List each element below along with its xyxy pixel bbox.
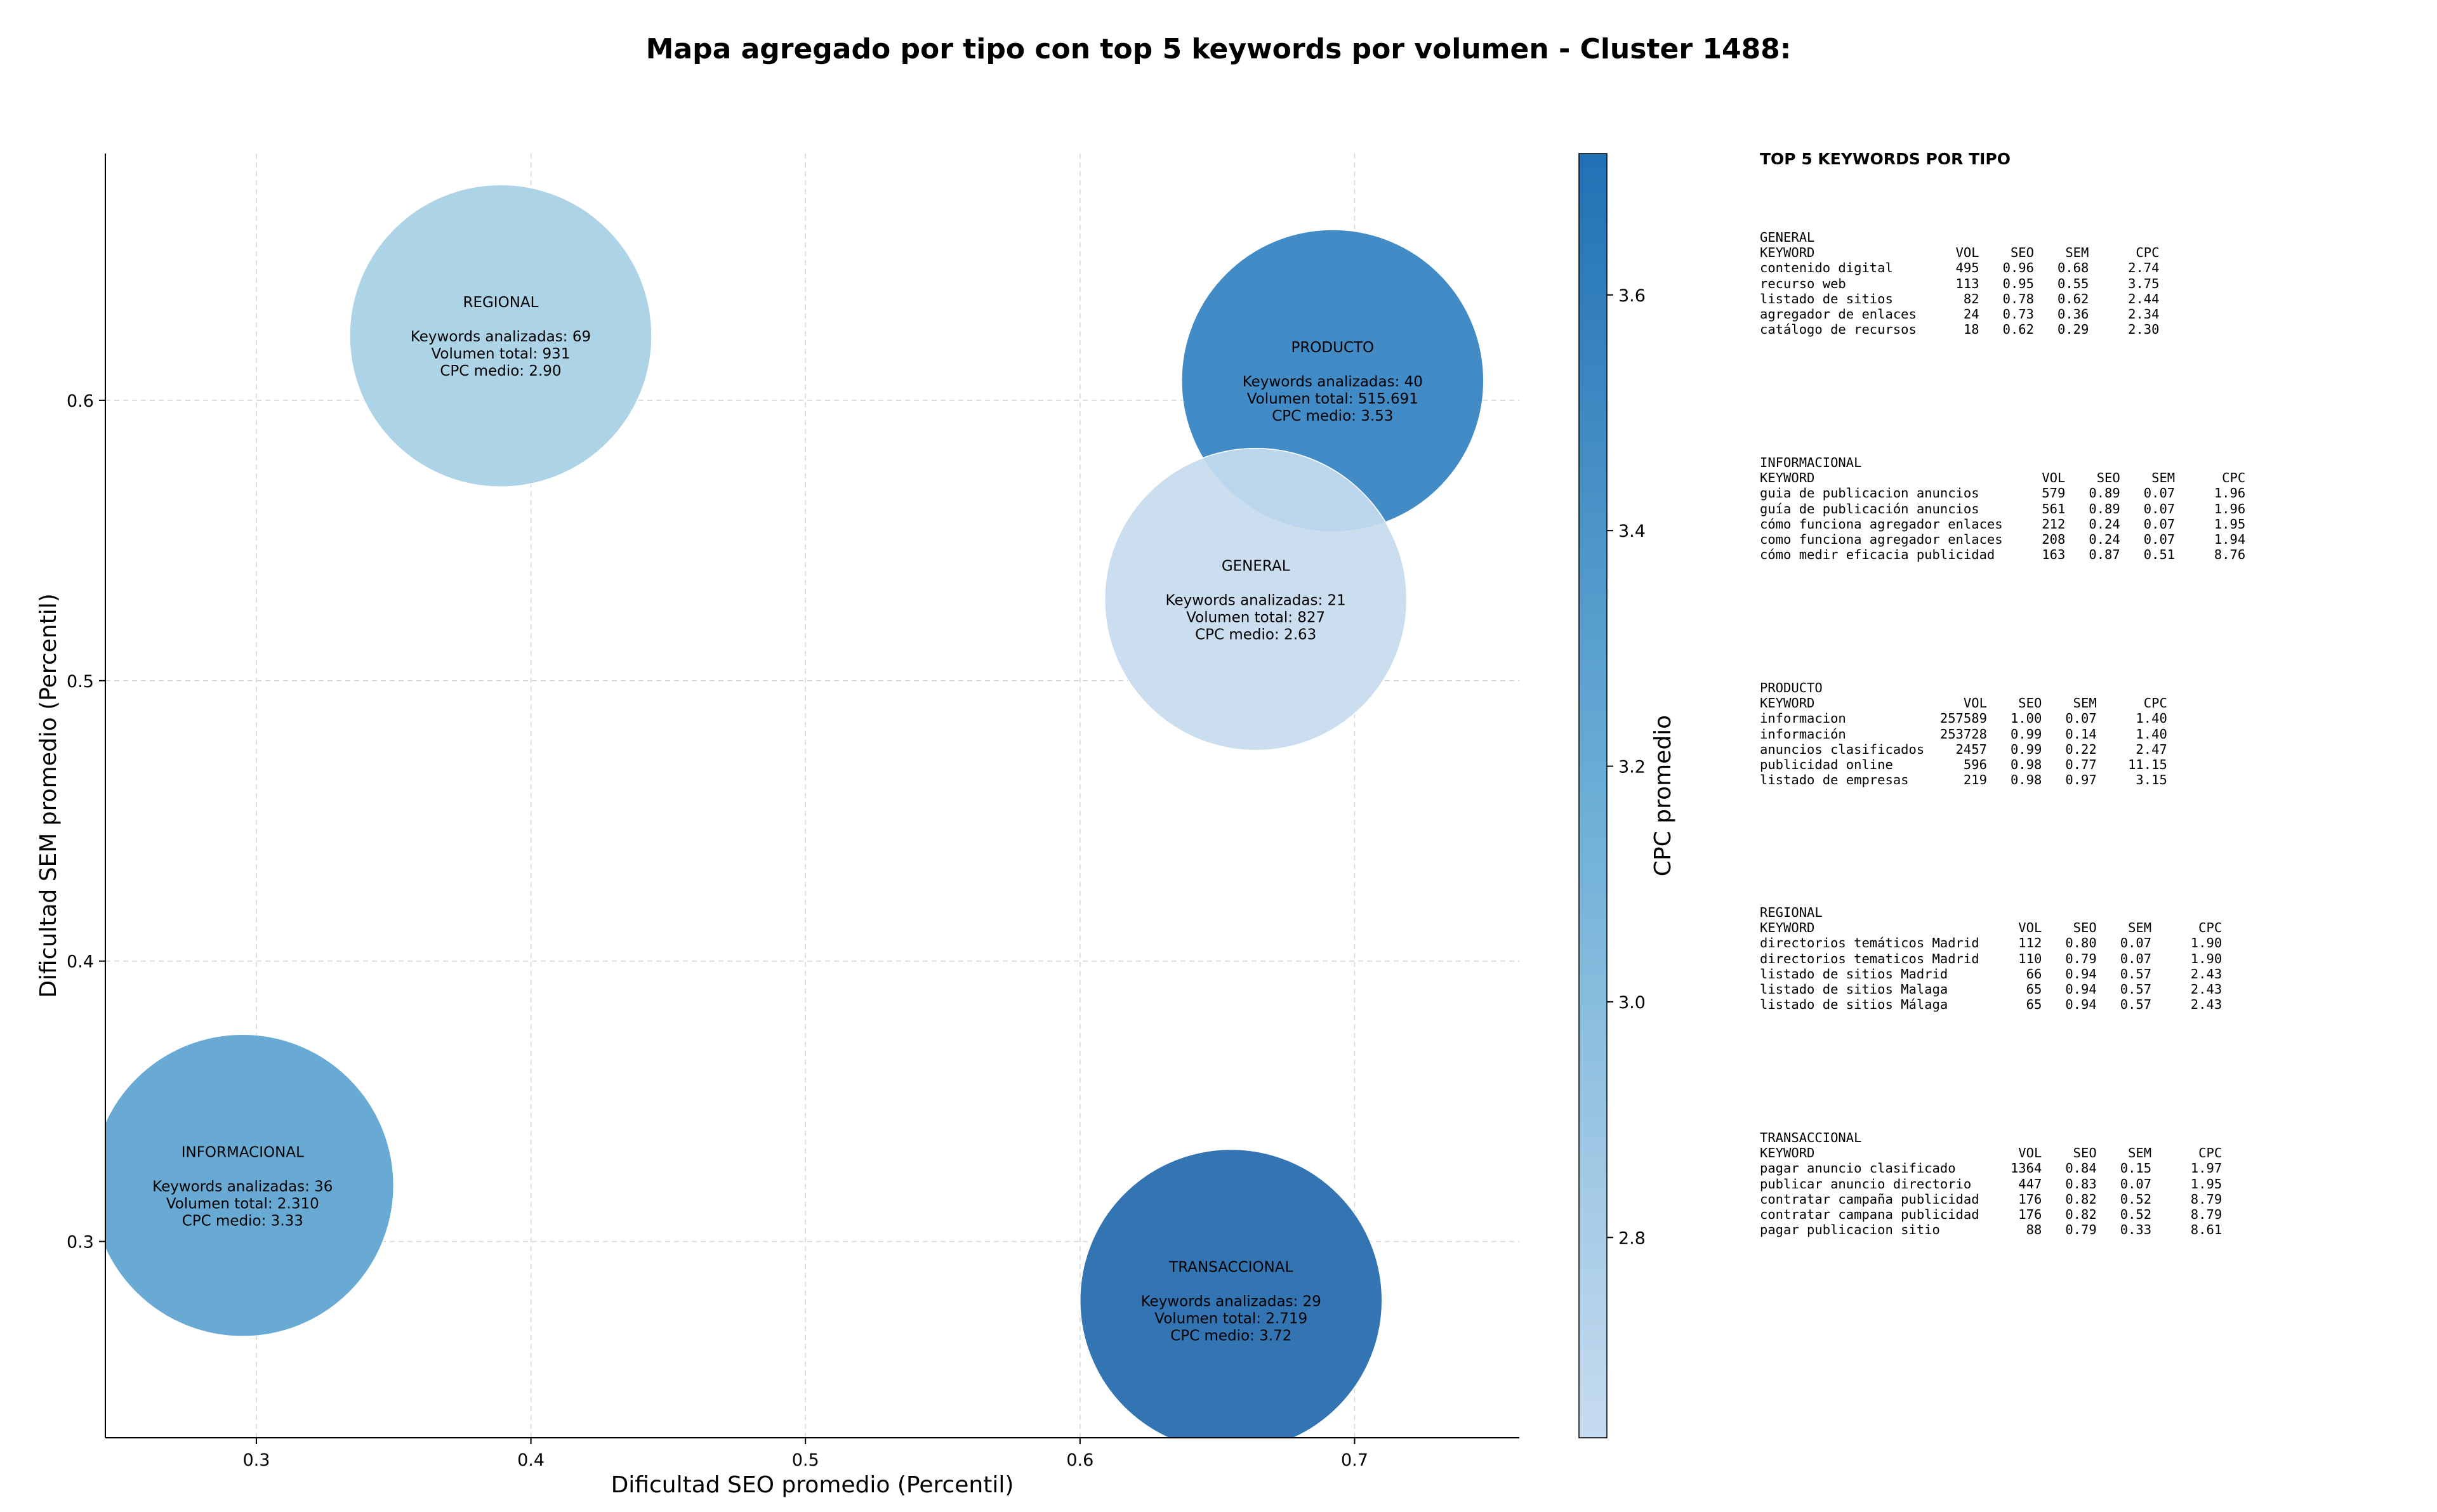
colorbar-tick-label: 3.4 [1618, 522, 1646, 541]
bubble-label-type: TRANSACCIONAL [1168, 1259, 1293, 1275]
bubble-label-stat: CPC medio: 2.90 [440, 363, 561, 379]
keyword-table-row: listado de sitios Málaga 65 0.94 0.57 2.… [1760, 997, 2222, 1013]
keyword-table-row: agregador de enlaces 24 0.73 0.36 2.34 [1760, 306, 2160, 322]
bubble-label-stat: Keywords analizadas: 40 [1243, 374, 1423, 390]
bubble-label-stat: Keywords analizadas: 29 [1141, 1293, 1321, 1310]
keyword-tables-title: TOP 5 KEYWORDS POR TIPO [1760, 150, 2011, 168]
keyword-table-row: directorios tematicos Madrid 110 0.79 0.… [1760, 950, 2222, 966]
keyword-table-group-name: REGIONAL [1760, 905, 1823, 920]
keyword-table-group-name: INFORMACIONAL [1760, 455, 1862, 470]
keyword-table-row: directorios temáticos Madrid 112 0.80 0.… [1760, 935, 2222, 951]
keyword-table-header: KEYWORD VOL SEO SEM CPC [1760, 470, 2246, 486]
keyword-table-regional: REGIONAL KEYWORD VOL SEO SEM CPC directori… [1760, 905, 2222, 1012]
y-tick-label: 0.4 [67, 952, 94, 972]
keyword-table-row: contratar campana publicidad 176 0.82 0.… [1760, 1206, 2222, 1222]
bubble-label-stat: CPC medio: 3.33 [182, 1213, 303, 1229]
keyword-table-transaccional: TRANSACCIONAL KEYWORD VOL SEO SEM CPC paga… [1760, 1130, 2222, 1237]
grid-lines [105, 154, 1519, 1438]
bubble-label-stat: Keywords analizadas: 21 [1166, 593, 1346, 609]
colorbar-tick-label: 3.0 [1618, 993, 1646, 1013]
keyword-table-header: KEYWORD VOL SEO SEM CPC [1760, 920, 2222, 936]
keyword-table-row: informacion 257589 1.00 0.07 1.40 [1760, 711, 2167, 726]
keyword-table-row: cómo funciona agregador enlaces 212 0.24… [1760, 516, 2246, 532]
colorbar: 2.8 3.0 3.2 3.4 3.6 CPC promedio [1578, 153, 1676, 1438]
keyword-table-header: KEYWORD VOL SEO SEM CPC [1760, 1145, 2222, 1161]
x-tick-label: 0.6 [1066, 1450, 1093, 1470]
keyword-table-row: pagar anuncio clasificado 1364 0.84 0.15… [1760, 1160, 2222, 1176]
keyword-table-group-name: PRODUCTO [1760, 680, 1823, 695]
bubble-regional [349, 184, 652, 487]
keyword-table-row: listado de sitios 82 0.78 0.62 2.44 [1760, 291, 2160, 306]
bubble-label-type: GENERAL [1222, 558, 1290, 575]
x-tick-label: 0.7 [1341, 1450, 1368, 1470]
bubble-label-type: PRODUCTO [1291, 339, 1374, 356]
bubble-label-stat: Volumen total: 931 [431, 346, 570, 362]
bubble-transaccional [1080, 1148, 1383, 1438]
keyword-table-row: catálogo de recursos 18 0.62 0.29 2.30 [1760, 322, 2160, 338]
keyword-table-row: como funciona agregador enlaces 208 0.24… [1760, 531, 2246, 547]
x-tick-label: 0.5 [792, 1450, 819, 1470]
bubbles [105, 184, 1484, 1438]
keyword-table-row: recurso web 113 0.95 0.55 3.75 [1760, 275, 2160, 291]
bubble-label-stat: Volumen total: 2.719 [1154, 1310, 1307, 1327]
bubble-label-stat: Keywords analizadas: 36 [152, 1178, 333, 1195]
bubble-label-stat: Volumen total: 2.310 [166, 1195, 319, 1212]
chart-title: Mapa agregado por tipo con top 5 keyword… [645, 33, 1792, 65]
colorbar-tick-label: 3.6 [1618, 286, 1646, 306]
y-tick-label: 0.5 [67, 672, 94, 692]
keyword-table-header: KEYWORD VOL SEO SEM CPC [1760, 245, 2160, 261]
keyword-table-group-name: GENERAL [1760, 230, 1815, 245]
keyword-table-group-name: TRANSACCIONAL [1760, 1130, 1862, 1145]
y-tick-label: 0.6 [67, 391, 94, 411]
keyword-table-row: información 253728 0.99 0.14 1.40 [1760, 726, 2167, 742]
colorbar-label: CPC promedio [1650, 715, 1676, 876]
bubble-label-stat: CPC medio: 3.72 [1170, 1327, 1291, 1344]
bubble-general [1104, 447, 1408, 751]
bubble-label-stat: Keywords analizadas: 69 [411, 329, 591, 345]
keyword-tables: TOP 5 KEYWORDS POR TIPO GENERAL KEYWORD V… [1760, 150, 2426, 1237]
colorbar-gradient [1578, 153, 1608, 1438]
keyword-table-row: listado de sitios Madrid 66 0.94 0.57 2.… [1760, 966, 2222, 982]
colorbar-tick-label: 2.8 [1618, 1228, 1646, 1248]
keyword-table-row: pagar publicacion sitio 88 0.79 0.33 8.6… [1760, 1222, 2222, 1238]
y-tick-label: 0.3 [67, 1233, 94, 1252]
bubble-label-stat: CPC medio: 3.53 [1272, 408, 1393, 424]
keyword-table-producto: PRODUCTO KEYWORD VOL SEO SEM CPC informaci… [1760, 680, 2167, 787]
bubble-informacional [105, 1034, 394, 1337]
keyword-table-row: publicidad online 596 0.98 0.77 11.15 [1760, 756, 2167, 772]
x-tick-label: 0.3 [242, 1450, 270, 1470]
bubble-label-type: INFORMACIONAL [182, 1144, 304, 1160]
colorbar-tick-label: 3.2 [1618, 758, 1646, 777]
y-axis-label: Dificultad SEM promedio (Percentil) [36, 593, 62, 998]
x-tick-label: 0.4 [517, 1450, 545, 1470]
keyword-table-row: contratar campaña publicidad 176 0.82 0.… [1760, 1191, 2222, 1207]
keyword-table-general: GENERAL KEYWORD VOL SEO SEM CPC contenido … [1760, 230, 2159, 337]
bubble-label-stat: Volumen total: 827 [1186, 610, 1325, 626]
keyword-table-row: listado de empresas 219 0.98 0.97 3.15 [1760, 772, 2167, 788]
keyword-table-row: contenido digital 495 0.96 0.68 2.74 [1760, 260, 2160, 276]
bubble-label-type: REGIONAL [463, 294, 538, 311]
keyword-table-row: listado de sitios Malaga 65 0.94 0.57 2.… [1760, 981, 2222, 997]
keyword-table-row: cómo medir eficacia publicidad 163 0.87 … [1760, 547, 2246, 563]
keyword-table-informacional: INFORMACIONAL KEYWORD VOL SEO SEM CPC guia… [1760, 455, 2245, 562]
keyword-table-row: anuncios clasificados 2457 0.99 0.22 2.4… [1760, 741, 2167, 757]
bubble-label-stat: Volumen total: 515.691 [1247, 391, 1418, 407]
keyword-table-row: guía de publicación anuncios 561 0.89 0.… [1760, 501, 2246, 516]
axes: 0.3 0.4 0.5 0.6 0.7 0.3 0.4 0.5 0.6 Dificultad SE… [36, 154, 1519, 1498]
x-axis-label: Dificultad SEO promedio (Percentil) [611, 1472, 1014, 1498]
keyword-table-row: publicar anuncio directorio 447 0.83 0.0… [1760, 1176, 2222, 1192]
keyword-table-row: guia de publicacion anuncios 579 0.89 0.… [1760, 485, 2246, 501]
bubble-label-stat: CPC medio: 2.63 [1195, 627, 1316, 643]
keyword-table-header: KEYWORD VOL SEO SEM CPC [1760, 695, 2167, 711]
